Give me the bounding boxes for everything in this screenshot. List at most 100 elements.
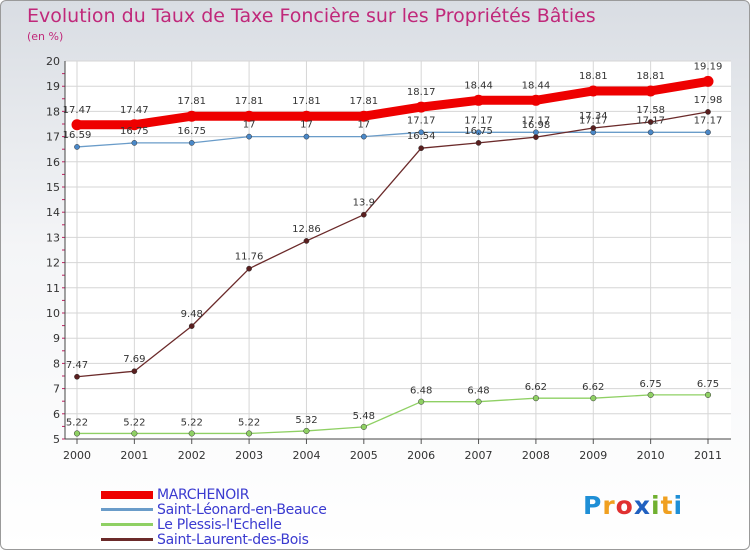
data-label: 5.22 <box>123 417 145 428</box>
legend-label: MARCHENOIR <box>157 486 250 503</box>
data-label: 5.48 <box>353 411 375 422</box>
data-label: 17.17 <box>464 115 493 126</box>
data-point <box>74 144 80 150</box>
x-tick-label: 2009 <box>579 449 607 462</box>
series-line-0 <box>72 76 713 130</box>
x-tick-label: 2002 <box>178 449 206 462</box>
x-tick-label: 2006 <box>407 449 435 462</box>
x-tick-label: 2004 <box>292 449 320 462</box>
y-tick-label: 14 <box>46 206 60 219</box>
data-point <box>533 134 539 140</box>
y-tick-label: 6 <box>53 408 60 421</box>
logo-letter: o <box>615 491 634 520</box>
y-tick-label: 11 <box>46 282 60 295</box>
data-point <box>246 265 252 272</box>
data-label: 17.17 <box>694 115 723 126</box>
legend-label: Saint-Léonard-en-Beauce <box>157 501 327 518</box>
data-label: 5.32 <box>295 415 317 426</box>
data-point <box>704 391 712 398</box>
x-tick-label: 2005 <box>350 449 378 462</box>
data-label: 16.75 <box>464 126 493 137</box>
data-point <box>73 430 81 437</box>
data-point <box>303 427 310 434</box>
data-point <box>647 129 654 136</box>
legend: MARCHENOIR Saint-Léonard-en-Beauce Le Ples… <box>101 486 327 548</box>
data-label: 17.47 <box>120 105 149 116</box>
data-label: 17.17 <box>579 115 608 126</box>
data-label: 17.81 <box>292 96 321 107</box>
x-tick-label: 2008 <box>522 449 550 462</box>
y-tick-label: 8 <box>53 357 60 370</box>
data-point <box>131 368 138 375</box>
y-tick-label: 19 <box>46 80 60 93</box>
data-point <box>246 133 252 140</box>
data-point <box>188 323 195 329</box>
data-point <box>188 140 195 146</box>
data-point <box>303 238 310 244</box>
data-label: 17 <box>357 120 370 131</box>
data-point <box>128 119 140 131</box>
logo-letter: x <box>633 491 651 520</box>
x-tick-label: 2003 <box>235 449 263 462</box>
data-point <box>360 211 367 218</box>
data-label: 18.44 <box>522 80 551 91</box>
data-point <box>300 110 312 122</box>
data-point <box>705 109 711 115</box>
data-label: 13.9 <box>353 198 375 209</box>
logo-letter: r <box>602 491 616 520</box>
data-point <box>418 145 425 152</box>
data-label: 18.17 <box>407 87 436 98</box>
data-point <box>188 430 195 437</box>
data-point <box>418 398 425 405</box>
x-tick-label: 2001 <box>120 449 148 462</box>
data-label: 11.76 <box>235 252 264 263</box>
data-label: 16.75 <box>177 126 206 137</box>
data-label: 16.59 <box>63 130 92 141</box>
data-point <box>360 423 367 430</box>
legend-swatch <box>101 538 153 541</box>
data-point <box>473 94 485 106</box>
data-label: 7.69 <box>123 354 145 365</box>
data-point <box>243 110 255 122</box>
data-point <box>590 125 597 131</box>
data-label: 16.54 <box>407 131 436 142</box>
logo-letter: i <box>651 491 661 520</box>
data-label: 17.17 <box>522 115 551 126</box>
data-point <box>475 398 482 405</box>
data-point <box>186 110 198 122</box>
data-point <box>590 395 597 402</box>
legend-swatch <box>101 523 153 526</box>
data-label: 17.34 <box>579 111 608 122</box>
data-point <box>303 133 310 140</box>
data-point <box>645 85 657 97</box>
data-label: 17.81 <box>349 96 378 107</box>
legend-swatch <box>101 490 153 499</box>
data-point <box>71 119 83 131</box>
data-label: 17.17 <box>407 115 436 126</box>
data-point <box>532 395 539 402</box>
logo-letter: i <box>673 491 684 520</box>
data-label: 5.22 <box>181 417 203 428</box>
series-line-3 <box>76 111 709 378</box>
data-point <box>131 430 138 437</box>
data-label: 18.81 <box>579 71 608 82</box>
y-tick-label: 7 <box>53 383 60 396</box>
chart-title: Evolution du Taux de Taxe Foncière sur l… <box>27 5 596 27</box>
legend-label: Saint-Laurent-des-Bois <box>157 531 309 548</box>
data-point <box>705 129 711 136</box>
y-tick-label: 20 <box>46 55 60 68</box>
legend-swatch <box>101 508 153 511</box>
data-point <box>358 110 370 122</box>
data-label: 17 <box>300 120 313 131</box>
data-label: 9.48 <box>181 309 203 320</box>
y-tick-label: 12 <box>46 257 60 270</box>
data-point <box>647 119 654 125</box>
y-tick-label: 16 <box>46 156 60 169</box>
data-point <box>647 391 654 398</box>
data-point <box>418 129 425 136</box>
data-label: 18.81 <box>636 71 665 82</box>
data-label: 16.98 <box>522 120 551 131</box>
legend-item: Saint-Laurent-des-Bois <box>101 531 327 548</box>
